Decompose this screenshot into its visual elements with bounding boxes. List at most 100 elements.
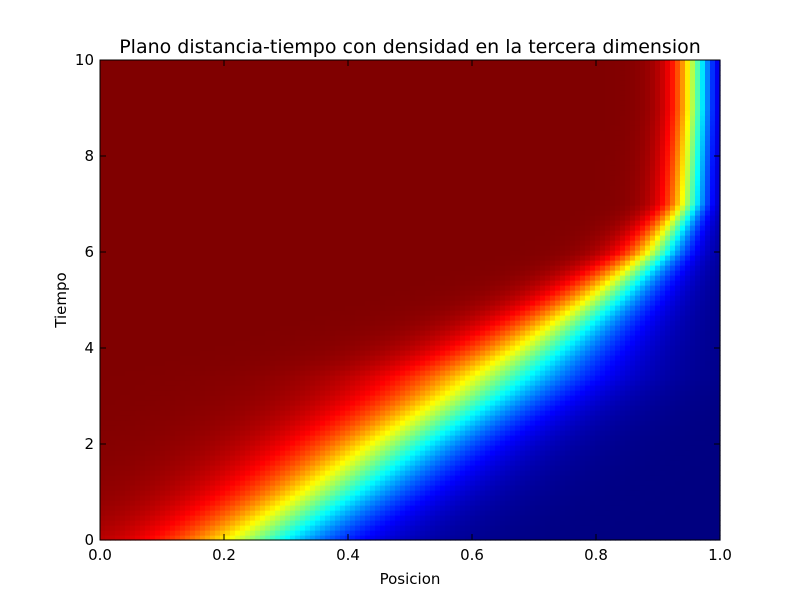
heatmap-cell	[695, 440, 701, 446]
heatmap-cell	[530, 385, 536, 391]
heatmap-cell	[225, 495, 231, 501]
heatmap-cell	[140, 535, 146, 541]
heatmap-cell	[310, 360, 316, 366]
heatmap-cell	[270, 435, 276, 441]
heatmap-cell	[470, 355, 476, 361]
heatmap-cell	[610, 470, 616, 476]
heatmap-cell	[420, 535, 426, 541]
heatmap-cell	[290, 390, 296, 396]
heatmap-cell	[430, 365, 436, 371]
heatmap-cell	[660, 345, 666, 351]
heatmap-cell	[610, 515, 616, 521]
heatmap-cell	[620, 450, 626, 456]
heatmap-cell	[580, 505, 586, 511]
heatmap-cell	[345, 490, 351, 496]
heatmap-cell	[145, 465, 151, 471]
heatmap-cell	[635, 445, 641, 451]
heatmap-cell	[700, 485, 706, 491]
heatmap-cell	[145, 415, 151, 421]
heatmap-cell	[260, 410, 266, 416]
heatmap-cell	[560, 375, 566, 381]
heatmap-cell	[305, 485, 311, 491]
heatmap-cell	[115, 525, 121, 531]
heatmap-cell	[465, 360, 471, 366]
heatmap-cell	[340, 395, 346, 401]
heatmap-cell	[210, 480, 216, 486]
heatmap-cell	[260, 420, 266, 426]
heatmap-cell	[450, 530, 456, 536]
heatmap-cell	[285, 365, 291, 371]
heatmap-cell	[595, 430, 601, 436]
heatmap-cell	[510, 405, 516, 411]
heatmap-cell	[290, 520, 296, 526]
heatmap-cell	[610, 495, 616, 501]
heatmap-cell	[460, 535, 466, 541]
heatmap-cell	[105, 335, 111, 341]
heatmap-cell	[150, 395, 156, 401]
heatmap-cell	[625, 340, 631, 346]
heatmap-cell	[225, 395, 231, 401]
heatmap-cell	[560, 475, 566, 481]
heatmap-cell	[430, 510, 436, 516]
heatmap-cell	[465, 510, 471, 516]
heatmap-cell	[335, 375, 341, 381]
heatmap-cell	[165, 380, 171, 386]
heatmap-cell	[135, 500, 141, 506]
heatmap-cell	[425, 470, 431, 476]
heatmap-cell	[525, 360, 531, 366]
heatmap-cell	[480, 375, 486, 381]
heatmap-cell	[440, 535, 446, 541]
heatmap-cell	[565, 395, 571, 401]
heatmap-cell	[305, 475, 311, 481]
heatmap-cell	[560, 455, 566, 461]
heatmap-cell	[700, 395, 706, 401]
heatmap-cell	[145, 495, 151, 501]
heatmap-cell	[355, 520, 361, 526]
heatmap-cell	[305, 430, 311, 436]
heatmap-cell	[710, 520, 716, 526]
heatmap-cell	[585, 520, 591, 526]
heatmap-cell	[705, 535, 711, 541]
heatmap-cell	[370, 505, 376, 511]
heatmap-cell	[185, 350, 191, 356]
heatmap-cell	[405, 460, 411, 466]
heatmap-cell	[280, 485, 286, 491]
heatmap-cell	[625, 415, 631, 421]
heatmap-cell	[610, 415, 616, 421]
heatmap-cell	[675, 460, 681, 466]
heatmap-cell	[450, 395, 456, 401]
heatmap-cell	[590, 515, 596, 521]
heatmap-cell	[500, 455, 506, 461]
heatmap-cell	[445, 460, 451, 466]
heatmap-cell	[360, 485, 366, 491]
heatmap-cell	[395, 430, 401, 436]
heatmap-cell	[215, 350, 221, 356]
heatmap-cell	[295, 515, 301, 521]
heatmap-cell	[245, 515, 251, 521]
heatmap-cell	[210, 355, 216, 361]
heatmap-cell	[320, 380, 326, 386]
heatmap-cell	[355, 500, 361, 506]
heatmap-cell	[270, 360, 276, 366]
heatmap-cell	[195, 530, 201, 536]
heatmap-cell	[165, 345, 171, 351]
heatmap-cell	[645, 510, 651, 516]
heatmap-cell	[340, 455, 346, 461]
heatmap-cell	[715, 470, 721, 476]
heatmap-cell	[540, 380, 546, 386]
heatmap-cell	[445, 370, 451, 376]
heatmap-cell	[470, 535, 476, 541]
heatmap-cell	[350, 465, 356, 471]
heatmap-cell	[200, 335, 206, 341]
heatmap-cell	[635, 535, 641, 541]
heatmap-cell	[140, 340, 146, 346]
heatmap-cell	[385, 445, 391, 451]
heatmap-cell	[565, 510, 571, 516]
heatmap-cell	[690, 440, 696, 446]
heatmap-cell	[315, 465, 321, 471]
heatmap-cell	[430, 515, 436, 521]
heatmap-cell	[170, 440, 176, 446]
heatmap-cell	[180, 375, 186, 381]
heatmap-cell	[535, 510, 541, 516]
heatmap-cell	[380, 355, 386, 361]
